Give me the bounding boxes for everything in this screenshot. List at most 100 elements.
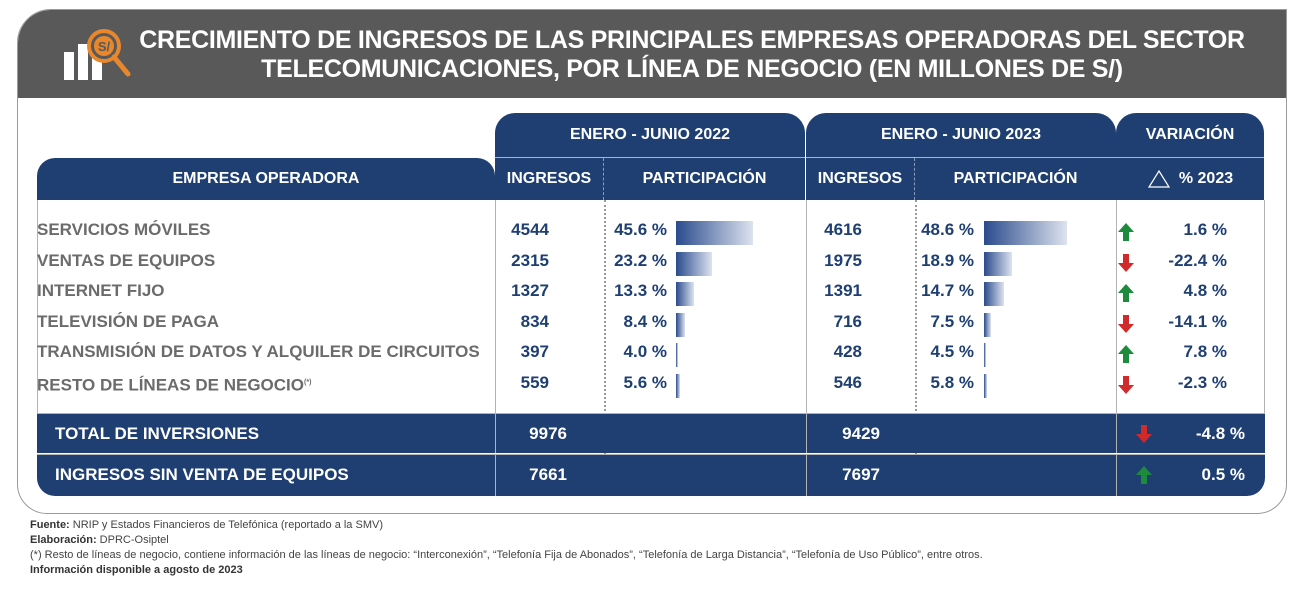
header-group-2022: ENERO - JUNIO 2022 INGRESOS PARTICIPACIÓ…: [495, 113, 805, 200]
fuente-text: NRIP y Estados Financieros de Telefónica…: [69, 519, 383, 531]
ingresos-2023: 4616: [824, 220, 862, 239]
row-label: SERVICIOS MÓVILES: [37, 215, 211, 245]
share-bar-2023: [984, 282, 1004, 307]
note-elaboracion: Elaboración: DPRC-Osiptel: [30, 533, 983, 548]
title-line-2: TELECOMUNICACIONES, POR LÍNEA DE NEGOCIO…: [261, 55, 1123, 83]
participacion-2023: 7.5 %: [930, 311, 974, 331]
total-variacion: -4.8 %: [1195, 424, 1245, 443]
share-bar-2022: [676, 251, 713, 276]
ingresos-2023: 546: [833, 373, 862, 392]
ingresos-2022: 559: [520, 373, 549, 392]
bar-chart-magnifier-icon: S/: [64, 29, 131, 80]
ingresos-2022: 1327: [511, 281, 549, 301]
header-period-2022: ENERO - JUNIO 2022: [495, 113, 805, 158]
row-label-text: SERVICIOS MÓVILES: [37, 220, 211, 239]
variacion-2023: 4.8 %: [1183, 281, 1227, 301]
note-disponible: Información disponible a agosto de 2023: [30, 564, 243, 576]
sin-equipos-variacion: 0.5 %: [1201, 465, 1245, 484]
total-ingresos-2022: 9976: [529, 424, 567, 443]
ingresos-2022: 397: [520, 342, 549, 362]
row-label: VENTAS DE EQUIPOS: [37, 246, 215, 276]
share-bar-2023: [984, 374, 988, 398]
header-ingresos-2022: INGRESOS: [495, 158, 604, 200]
ingresos-2023: 1391: [824, 281, 862, 301]
elaboracion-text: DPRC-Osiptel: [96, 534, 169, 546]
arrow-down-icon: [1118, 253, 1134, 272]
share-bar-2022: [676, 312, 686, 337]
row-label-text: TELEVISIÓN DE PAGA: [37, 311, 219, 331]
participacion-2022: 5.6 %: [623, 373, 667, 392]
variacion-2023: -2.3 %: [1177, 373, 1227, 392]
title-line-1: CRECIMIENTO DE INGRESOS DE LAS PRINCIPAL…: [139, 26, 1245, 54]
divider-variacion: [1116, 200, 1117, 413]
participacion-2022: 23.2 %: [614, 250, 667, 270]
ingresos-2022: 2315: [511, 250, 549, 270]
participacion-2023: 48.6 %: [921, 220, 974, 239]
share-bar-2022: [676, 221, 754, 245]
row-label-text: RESTO DE LÍNEAS DE NEGOCIO: [37, 375, 305, 395]
share-bar-2023: [984, 251, 1012, 276]
ingresos-2022: 4544: [511, 220, 549, 239]
note-resto: (*) Resto de líneas de negocio, contiene…: [30, 549, 983, 561]
header-group-2023: ENERO - JUNIO 2023 INGRESOS PARTICIPACIÓ…: [806, 113, 1116, 200]
arrow-up-icon: [1136, 466, 1152, 484]
ingresos-2022: 834: [520, 311, 549, 331]
ingresos-sin-equipos-row: INGRESOS SIN VENTA DE EQUIPOS 7661 7697 …: [37, 454, 1265, 496]
divider-2022: [495, 200, 496, 413]
header-var-sub: % 2023: [1178, 170, 1234, 187]
header-ingresos-2023: INGRESOS: [806, 158, 915, 200]
row-label: TRANSMISIÓN DE DATOS Y ALQUILER DE CIRCU…: [37, 337, 480, 367]
dotted-divider-2022: [604, 200, 606, 495]
elaboracion-label: Elaboración:: [30, 534, 97, 546]
participacion-2023: 14.7 %: [921, 281, 974, 301]
share-bar-2023: [984, 312, 991, 337]
row-label-text: TRANSMISIÓN DE DATOS Y ALQUILER DE CIRCU…: [37, 342, 480, 362]
arrow-up-icon: [1118, 345, 1134, 364]
share-bar-2022: [676, 343, 678, 368]
table-right-border: [1264, 200, 1265, 413]
sin-equipos-label: INGRESOS SIN VENTA DE EQUIPOS: [55, 465, 349, 484]
page-title: CRECIMIENTO DE INGRESOS DE LAS PRINCIPAL…: [128, 26, 1256, 84]
header-participacion-2022: PARTICIPACIÓN: [642, 170, 767, 187]
participacion-2022: 13.3 %: [614, 281, 667, 301]
total-divider: [495, 414, 496, 453]
row-label: INTERNET FIJO: [37, 276, 165, 306]
footnotes: Fuente: NRIP y Estados Financieros de Te…: [30, 518, 983, 578]
total-ingresos-2023: 9429: [842, 424, 880, 443]
header-participacion-2023: PARTICIPACIÓN: [953, 170, 1078, 187]
share-bar-2023: [984, 343, 986, 368]
participacion-2022: 4.0 %: [623, 342, 667, 362]
sol-symbol: S/: [98, 39, 111, 54]
arrow-down-icon: [1136, 425, 1152, 443]
header-empresa-operadora: EMPRESA OPERADORA: [37, 158, 495, 200]
divider-2023: [806, 200, 807, 413]
row-label-text: INTERNET FIJO: [37, 281, 165, 301]
fuente-label: Fuente:: [30, 519, 70, 531]
arrow-up-icon: [1118, 223, 1134, 241]
participacion-2022: 45.6 %: [614, 220, 667, 239]
share-bar-2022: [676, 282, 695, 307]
row-label: RESTO DE LÍNEAS DE NEGOCIO(*): [37, 368, 311, 401]
arrow-down-icon: [1118, 376, 1134, 394]
dotted-divider-2023: [915, 200, 917, 495]
sin-equipos-ingresos-2022: 7661: [529, 465, 567, 484]
header-period-2023: ENERO - JUNIO 2023: [806, 113, 1116, 158]
variacion-2023: 7.8 %: [1183, 342, 1227, 362]
participacion-2023: 18.9 %: [921, 250, 974, 270]
note-fuente: Fuente: NRIP y Estados Financieros de Te…: [30, 518, 983, 533]
ingresos-2023: 716: [833, 311, 862, 331]
variacion-2023: -22.4 %: [1168, 250, 1227, 270]
total-row: TOTAL DE INVERSIONES 9976 9429 -4.8 %: [37, 413, 1265, 453]
variacion-2023: -14.1 %: [1168, 311, 1227, 331]
row-label: TELEVISIÓN DE PAGA: [37, 307, 219, 337]
title-bar: S/ CRECIMIENTO DE INGRESOS DE LAS PRINCI…: [18, 10, 1286, 98]
table-left-border: [37, 200, 38, 413]
ingresos-2023: 428: [833, 342, 862, 362]
triangle-delta-icon: [1147, 169, 1170, 188]
total-divider: [806, 414, 807, 453]
arrow-up-icon: [1118, 284, 1134, 303]
participacion-2023: 4.5 %: [930, 342, 974, 362]
header-group-variacion: VARIACIÓN % 2023: [1116, 113, 1264, 200]
participacion-2022: 8.4 %: [623, 311, 667, 331]
participacion-2023: 5.8 %: [930, 373, 974, 392]
